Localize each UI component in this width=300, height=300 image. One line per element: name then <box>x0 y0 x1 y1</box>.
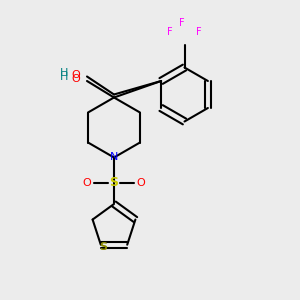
Text: F: F <box>196 27 202 38</box>
Text: O: O <box>82 178 91 188</box>
Text: H: H <box>60 68 69 78</box>
Text: F: F <box>179 17 185 28</box>
Text: S: S <box>110 176 118 190</box>
Text: N: N <box>110 152 118 163</box>
Text: O: O <box>136 178 146 188</box>
Text: O: O <box>71 70 80 80</box>
Text: O: O <box>71 74 80 85</box>
Text: H: H <box>60 72 69 82</box>
Text: S: S <box>99 242 107 252</box>
Text: F: F <box>167 27 173 38</box>
